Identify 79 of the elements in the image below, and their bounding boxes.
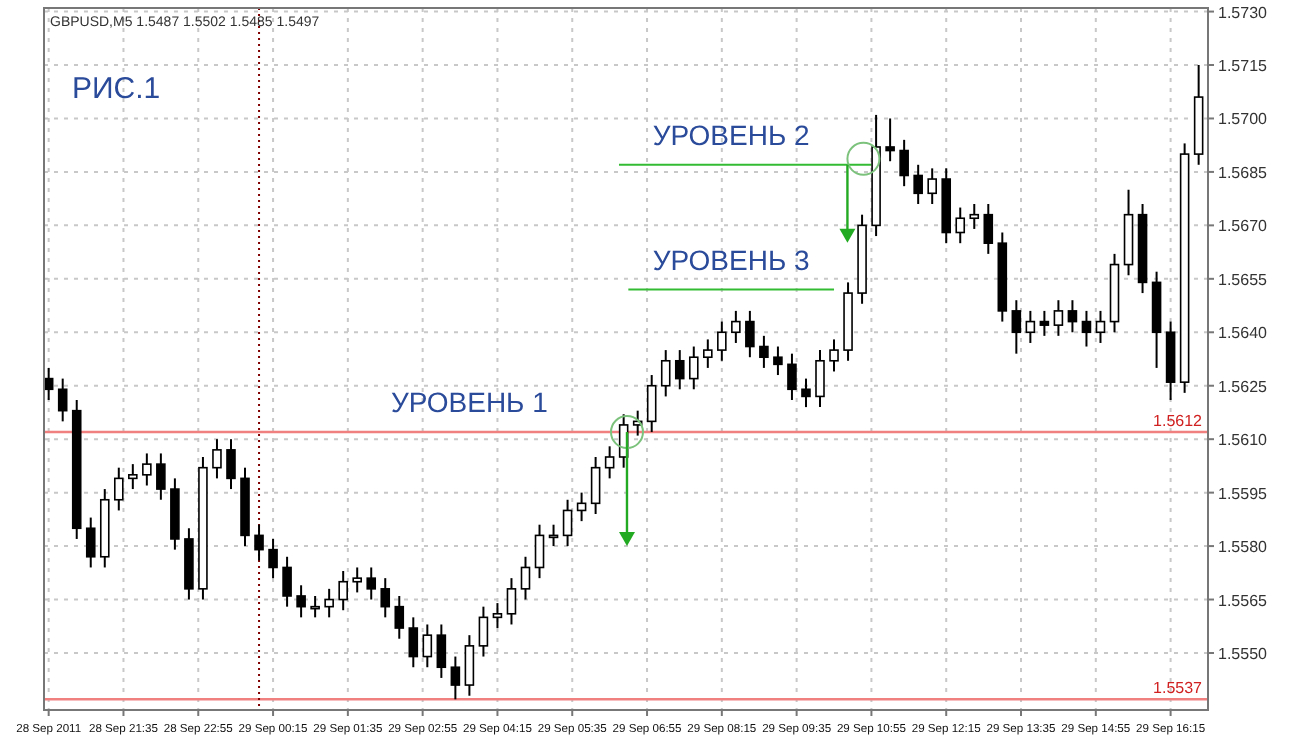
candlestick bbox=[885, 117, 895, 163]
candlestick bbox=[731, 309, 741, 344]
candlestick bbox=[212, 438, 222, 480]
candlestick bbox=[142, 452, 152, 487]
candlestick bbox=[268, 537, 278, 580]
y-tick-label: 1.5550 bbox=[1218, 644, 1269, 663]
candlestick bbox=[801, 377, 811, 409]
candlestick bbox=[983, 202, 994, 255]
y-tick-label: 1.5595 bbox=[1218, 484, 1269, 503]
y-tick-label: 1.5685 bbox=[1218, 163, 1269, 182]
candlestick bbox=[520, 555, 531, 601]
annotation: УРОВЕНЬ 3 bbox=[652, 243, 811, 276]
y-tick-label: 1.5655 bbox=[1218, 270, 1269, 289]
candlestick bbox=[815, 349, 825, 409]
y-tick-label: 1.5730 bbox=[1218, 3, 1269, 22]
y-tick-label: 1.5670 bbox=[1218, 217, 1269, 236]
candlestick bbox=[57, 377, 68, 423]
ref-line-label: 1.5612 bbox=[1153, 412, 1204, 431]
candlestick bbox=[927, 167, 937, 205]
candlestick bbox=[773, 345, 783, 377]
y-tick-label: 1.5565 bbox=[1218, 591, 1269, 610]
candlestick bbox=[604, 445, 615, 480]
candlestick bbox=[688, 345, 699, 391]
annotation: УРОВЕНЬ 1 bbox=[390, 386, 549, 419]
candlestick bbox=[352, 566, 362, 594]
annotation: УРОВЕНЬ 2 bbox=[652, 118, 811, 151]
candlestick bbox=[590, 455, 601, 516]
ref-line-label: 1.5537 bbox=[1153, 679, 1204, 698]
candlestick bbox=[717, 320, 727, 362]
candlestick bbox=[408, 616, 419, 669]
candlestick bbox=[646, 374, 657, 434]
candlestick bbox=[506, 577, 517, 626]
y-tick-label: 1.5610 bbox=[1218, 431, 1269, 450]
candlestick bbox=[913, 163, 923, 205]
y-tick-label: 1.5700 bbox=[1218, 110, 1269, 129]
y-tick-label: 1.5625 bbox=[1218, 377, 1269, 396]
candlestick bbox=[660, 349, 671, 398]
candlestick bbox=[969, 202, 980, 230]
candlestick bbox=[422, 623, 433, 669]
annotation: РИС.1 bbox=[72, 72, 161, 106]
y-tick-label: 1.5580 bbox=[1218, 538, 1269, 557]
candlestick bbox=[338, 570, 348, 612]
candlestick bbox=[436, 623, 447, 679]
candlestick bbox=[464, 634, 475, 697]
candlestick bbox=[254, 523, 264, 562]
candlestick bbox=[282, 555, 292, 608]
candlestick bbox=[114, 466, 124, 512]
candlestick bbox=[492, 602, 503, 630]
candlestick bbox=[156, 452, 166, 501]
candlestick bbox=[562, 498, 573, 548]
y-tick-label: 1.5715 bbox=[1218, 57, 1269, 76]
candlestick bbox=[1011, 299, 1022, 355]
candlestick bbox=[829, 338, 839, 373]
candlestick bbox=[534, 523, 545, 580]
candlestick bbox=[394, 594, 405, 640]
y-tick-label: 1.5640 bbox=[1218, 324, 1269, 343]
candlestick bbox=[380, 577, 391, 619]
candlestick bbox=[1067, 299, 1078, 334]
candlestick bbox=[1053, 299, 1064, 337]
candlestick bbox=[955, 206, 966, 245]
candlestick bbox=[759, 334, 769, 369]
candlestick bbox=[310, 594, 320, 619]
candlestick bbox=[478, 605, 489, 658]
candlestick bbox=[128, 463, 138, 491]
candlestick bbox=[703, 338, 713, 369]
candlestick bbox=[1025, 309, 1036, 344]
candlestick bbox=[450, 655, 461, 701]
candlestick bbox=[366, 566, 377, 601]
candlestick bbox=[899, 138, 909, 188]
candlestick bbox=[745, 309, 755, 359]
candlestick bbox=[85, 516, 96, 569]
candlestick bbox=[1095, 309, 1106, 344]
candlestick bbox=[1039, 309, 1050, 337]
candlestick bbox=[324, 587, 334, 619]
candlestick bbox=[1081, 309, 1092, 348]
candlestick bbox=[674, 349, 685, 391]
candlestick bbox=[226, 438, 236, 491]
candlestick bbox=[787, 352, 797, 401]
candlestick bbox=[296, 584, 306, 619]
